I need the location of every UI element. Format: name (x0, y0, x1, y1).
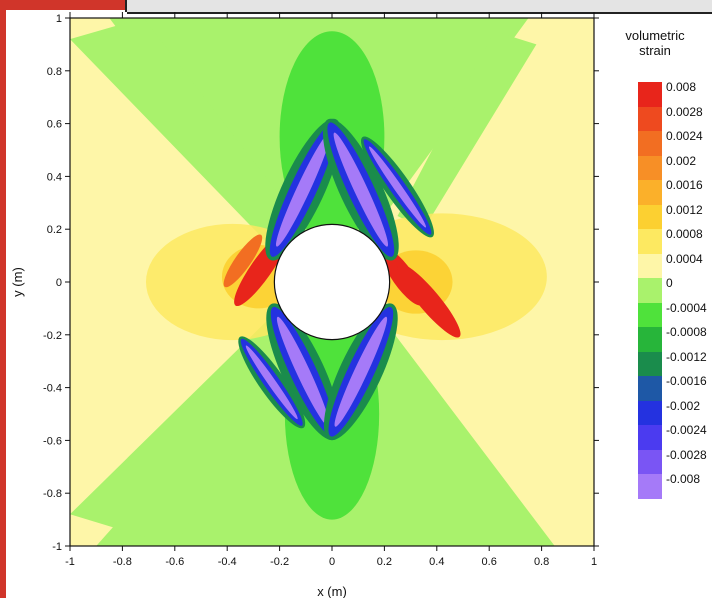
legend-swatch-16 (638, 474, 662, 499)
legend-swatch-12 (638, 376, 662, 401)
legend-label-11: -0.0012 (666, 349, 707, 364)
legend-swatch-1 (638, 106, 662, 132)
y-tick-label-5: 0 (56, 277, 62, 289)
y-tick-label-4: 0.2 (47, 224, 62, 236)
red-side-bar (0, 0, 6, 598)
strain-contour-plot: -1 -0.8 -0.6 -0.4 -0.2 0 0.2 0.4 0.6 0.8 1 1 0.8 0.6 0… (10, 12, 599, 598)
red-top-bar (0, 0, 127, 10)
shear-band-purple-3 (334, 316, 388, 427)
axes: -1 -0.8 -0.6 -0.4 -0.2 0 0.2 0.4 0.6 0.8 1 1 0.8 0.6 0… (10, 12, 599, 598)
legend-label-0: 0.008 (666, 80, 697, 94)
shear-band-purple-4 (369, 146, 426, 228)
legend-label-1: 0.0028 (666, 104, 703, 119)
x-tick-label-0: -1 (65, 556, 75, 568)
legend-title-line2: strain (639, 43, 671, 58)
legend-title-line1: volumetric (625, 28, 685, 43)
legend-swatch-4 (638, 180, 662, 205)
top-edge (125, 0, 127, 12)
legend-label-16: -0.008 (666, 472, 701, 486)
y-tick-label-3: 0.4 (47, 171, 62, 183)
legend-label-15: -0.0028 (666, 447, 707, 462)
legend-title: volumetric strain (600, 28, 710, 58)
legend-label-12: -0.0016 (666, 374, 707, 388)
legend-label-9: -0.0004 (666, 300, 707, 315)
shear-band-purple-1 (333, 132, 389, 247)
legend-label-10: -0.0008 (666, 325, 707, 339)
legend-label-13: -0.002 (666, 398, 701, 413)
tunnel-opening (273, 223, 391, 341)
top-band (127, 0, 712, 14)
legend-label-7: 0.0004 (666, 251, 703, 266)
y-tick-label-9: -0.8 (43, 488, 62, 500)
x-tick-label-2: -0.6 (165, 556, 184, 568)
legend-label-5: 0.0012 (666, 202, 703, 217)
legend-label-3: 0.002 (666, 153, 697, 168)
x-tick-label-3: -0.4 (218, 556, 237, 568)
legend-swatch-7 (638, 253, 662, 279)
shear-band-purple-5 (245, 345, 298, 420)
upper-right-green-band (397, 31, 537, 230)
legend-swatch-10 (638, 327, 662, 352)
y-axis-label: y (m) (10, 267, 25, 297)
x-tick-label-5: 0 (329, 556, 335, 568)
y-tick-label-8: -0.6 (43, 435, 62, 447)
shear-band-purple-2 (276, 316, 330, 427)
legend-label-4: 0.0016 (666, 178, 703, 192)
lower-left-green-band (70, 308, 306, 546)
legend-swatch-9 (638, 302, 662, 328)
right-red-band-2 (397, 263, 461, 338)
strain-legend: volumetric strain 0.008 0.0028 0.0024 0.002… (600, 18, 712, 518)
legend-swatch-3 (638, 155, 662, 181)
legend-swatch-11 (638, 351, 662, 377)
upper-left-green-band (70, 18, 306, 256)
x-tick-label-7: 0.4 (429, 556, 444, 568)
legend-label-2: 0.0024 (666, 129, 703, 143)
contour-field (70, 18, 594, 546)
x-axis-label: x (m) (317, 584, 347, 598)
y-tick-label-0: 1 (56, 13, 62, 25)
legend-swatch-8 (638, 278, 662, 303)
legend-swatch-6 (638, 229, 662, 254)
legend-swatch-0 (638, 82, 662, 107)
x-tick-label-10: 1 (591, 556, 597, 568)
legend-label-8: 0 (666, 276, 673, 290)
x-tick-label-9: 0.8 (534, 556, 549, 568)
x-tick-label-8: 0.6 (482, 556, 497, 568)
y-tick-label-6: -0.2 (43, 330, 62, 342)
x-tick-label-4: -0.2 (270, 556, 289, 568)
legend-swatch-13 (638, 400, 662, 426)
y-tick-label-2: 0.6 (47, 119, 62, 131)
legend-label-6: 0.0008 (666, 227, 703, 241)
legend-swatch-2 (638, 131, 662, 156)
legend-swatch-14 (638, 425, 662, 450)
left-red-band-2 (223, 234, 263, 288)
legend-label-14: -0.0024 (666, 423, 707, 437)
y-tick-label-7: -0.4 (43, 383, 62, 395)
y-tick-label-10: -1 (52, 541, 62, 553)
legend-swatch-5 (638, 204, 662, 230)
x-tick-label-6: 0.2 (377, 556, 392, 568)
y-tick-label-1: 0.8 (47, 66, 62, 78)
legend-swatch-15 (638, 449, 662, 475)
x-tick-label-1: -0.8 (113, 556, 132, 568)
shear-band-purple-0 (275, 132, 331, 247)
